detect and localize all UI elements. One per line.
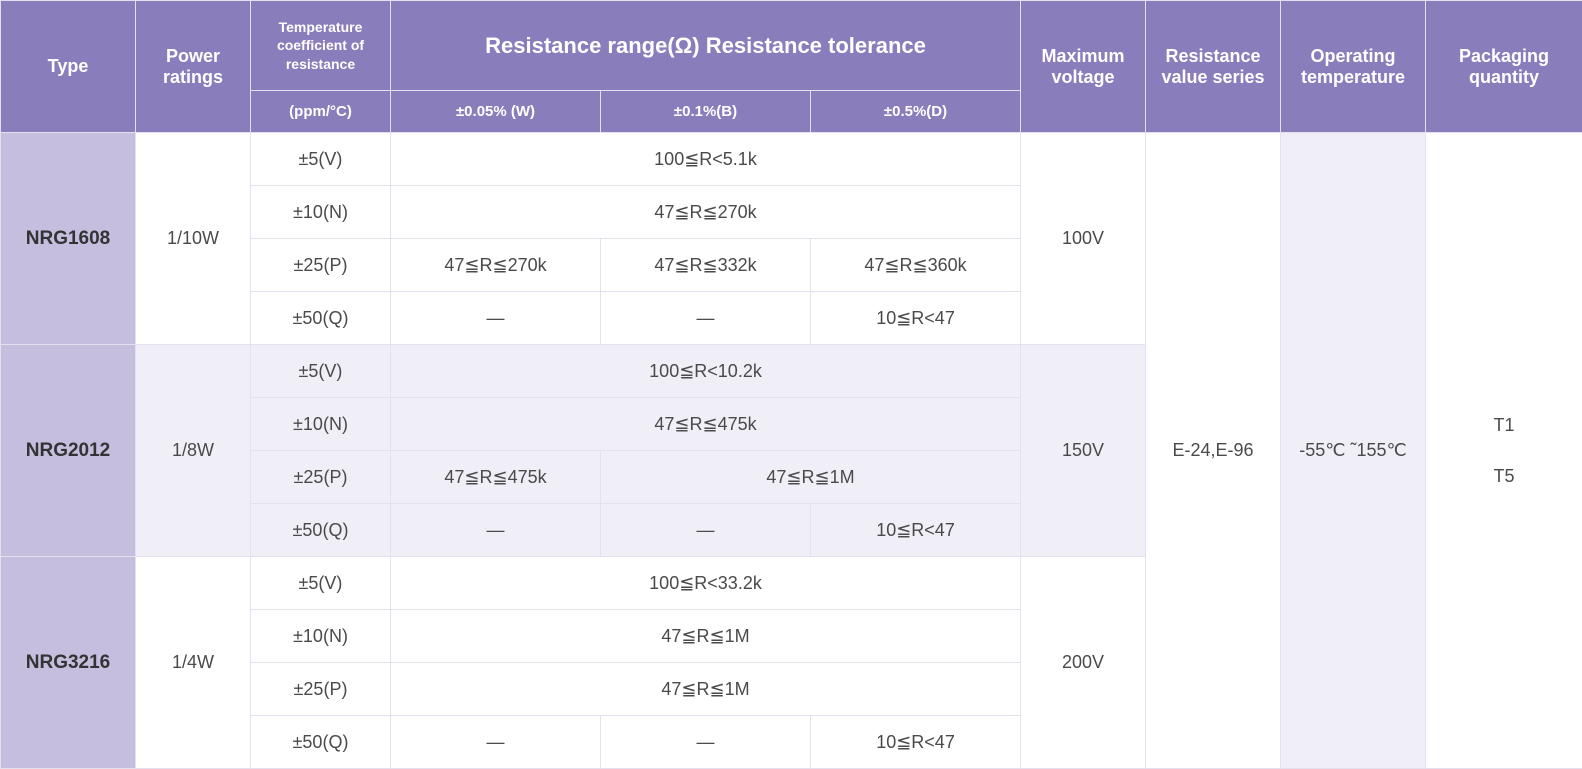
power-cell: 1/8W [136,345,251,557]
range-cell: 47≦R≦1M [391,663,1021,716]
type-cell: NRG1608 [1,133,136,345]
header-tcr-unit: (ppm/°C) [251,91,391,133]
range-cell: 10≦R<47 [811,292,1021,345]
range-cell: 47≦R≦475k [391,451,601,504]
tcr-cell: ±10(N) [251,398,391,451]
packaging-qty-value: T5 [1426,451,1582,501]
range-cell: — [601,716,811,769]
type-cell: NRG2012 [1,345,136,557]
range-cell: 47≦R≦270k [391,186,1021,239]
tcr-cell: ±5(V) [251,557,391,610]
operating-temp-cell: -55℃ ˜155℃ [1281,133,1426,769]
tcr-cell: ±5(V) [251,345,391,398]
range-cell: — [391,292,601,345]
max-voltage-cell: 200V [1021,557,1146,769]
tcr-cell: ±10(N) [251,610,391,663]
range-cell: 47≦R≦360k [811,239,1021,292]
header-packaging-qty: Packaging quantity [1426,1,1582,133]
type-cell: NRG3216 [1,557,136,769]
packaging-qty-value: T1 [1426,400,1582,450]
tcr-cell: ±50(Q) [251,716,391,769]
header-tol-d: ±0.5%(D) [811,91,1021,133]
tcr-cell: ±50(Q) [251,292,391,345]
range-cell: — [601,292,811,345]
tcr-cell: ±5(V) [251,133,391,186]
range-cell: 10≦R<47 [811,504,1021,557]
table-row: NRG16081/10W±5(V)100≦R<5.1k100VE-24,E-96… [1,133,1582,186]
range-cell: 47≦R≦475k [391,398,1021,451]
range-cell: 47≦R≦1M [601,451,1021,504]
header-type: Type [1,1,136,133]
range-cell: — [391,504,601,557]
header-power: Power ratings [136,1,251,133]
range-cell: 10≦R<47 [811,716,1021,769]
header-resistance-range: Resistance range(Ω) Resistance tolerance [391,1,1021,91]
max-voltage-cell: 150V [1021,345,1146,557]
header-operating-temp: Operating temperature [1281,1,1426,133]
max-voltage-cell: 100V [1021,133,1146,345]
range-cell: 100≦R<10.2k [391,345,1021,398]
power-cell: 1/10W [136,133,251,345]
header-max-voltage: Maximum voltage [1021,1,1146,133]
tcr-cell: ±50(Q) [251,504,391,557]
range-cell: 47≦R≦270k [391,239,601,292]
rvs-cell: E-24,E-96 [1146,133,1281,769]
tcr-cell: ±25(P) [251,451,391,504]
range-cell: 100≦R<5.1k [391,133,1021,186]
range-cell: — [601,504,811,557]
resistor-spec-table: Type Power ratings Temperature coefficie… [0,0,1582,769]
tcr-cell: ±25(P) [251,239,391,292]
header-tol-b: ±0.1%(B) [601,91,811,133]
range-cell: 47≦R≦332k [601,239,811,292]
tcr-cell: ±10(N) [251,186,391,239]
range-cell: — [391,716,601,769]
range-cell: 47≦R≦1M [391,610,1021,663]
power-cell: 1/4W [136,557,251,769]
packaging-qty-cell: T1T5 [1426,133,1582,769]
range-cell: 100≦R<33.2k [391,557,1021,610]
header-tol-w: ±0.05% (W) [391,91,601,133]
tcr-cell: ±25(P) [251,663,391,716]
header-rvs: Resistance value series [1146,1,1281,133]
header-tcr-top: Temperature coefficient of resistance [251,1,391,91]
